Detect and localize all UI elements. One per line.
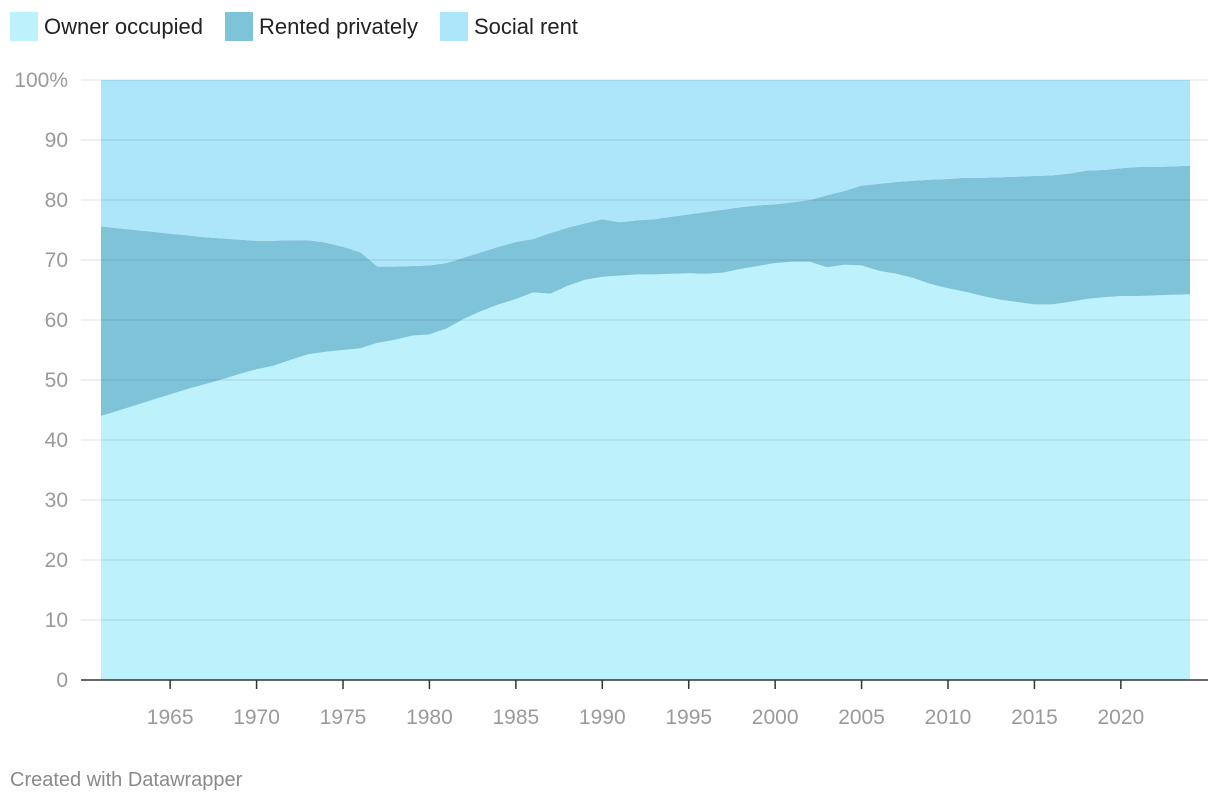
legend-item-social-rent: Social rent bbox=[439, 12, 578, 41]
x-tick-label-2020: 2020 bbox=[1097, 706, 1144, 729]
x-tick-label-1975: 1975 bbox=[320, 706, 367, 729]
x-tick-label-2005: 2005 bbox=[838, 706, 885, 729]
chart-legend: Owner occupied Rented privately Social r… bbox=[10, 12, 600, 41]
area-social-rent bbox=[101, 80, 1190, 267]
legend-label-rented-privately: Rented privately bbox=[258, 13, 418, 39]
x-tick-label-1970: 1970 bbox=[233, 706, 280, 729]
legend-item-owner-occupied: Owner occupied bbox=[10, 12, 203, 41]
legend-swatch-social-rent bbox=[439, 12, 468, 41]
x-tick-label-1980: 1980 bbox=[406, 706, 453, 729]
y-tick-label-40: 40 bbox=[45, 429, 68, 452]
legend-label-social-rent: Social rent bbox=[473, 13, 578, 39]
y-tick-label-50: 50 bbox=[45, 369, 68, 392]
credit-footer: Created with Datawrapper bbox=[10, 769, 243, 791]
y-tick-label-0: 0 bbox=[56, 669, 68, 692]
x-tick-label-2010: 2010 bbox=[925, 706, 972, 729]
x-tick-label-2000: 2000 bbox=[752, 706, 799, 729]
y-tick-label-100: 100% bbox=[14, 69, 68, 92]
area-owner-occupied bbox=[101, 261, 1190, 680]
y-tick-label-60: 60 bbox=[45, 309, 68, 332]
x-tick-label-1965: 1965 bbox=[147, 706, 194, 729]
legend-swatch-rented-privately bbox=[224, 12, 253, 41]
y-tick-label-20: 20 bbox=[45, 549, 68, 572]
x-tick-label-2015: 2015 bbox=[1011, 706, 1058, 729]
y-tick-label-90: 90 bbox=[45, 129, 68, 152]
x-tick-label-1995: 1995 bbox=[665, 706, 712, 729]
legend-label-owner-occupied: Owner occupied bbox=[44, 13, 203, 39]
y-tick-label-70: 70 bbox=[45, 249, 68, 272]
legend-item-rented-privately: Rented privately bbox=[224, 12, 418, 41]
y-tick-label-80: 80 bbox=[45, 189, 68, 212]
x-tick-label-1985: 1985 bbox=[492, 706, 539, 729]
area-rented-privately bbox=[101, 165, 1190, 416]
y-tick-label-30: 30 bbox=[45, 489, 68, 512]
legend-swatch-owner-occupied bbox=[10, 12, 38, 41]
y-tick-label-10: 10 bbox=[45, 609, 68, 632]
x-tick-label-1990: 1990 bbox=[579, 706, 626, 729]
